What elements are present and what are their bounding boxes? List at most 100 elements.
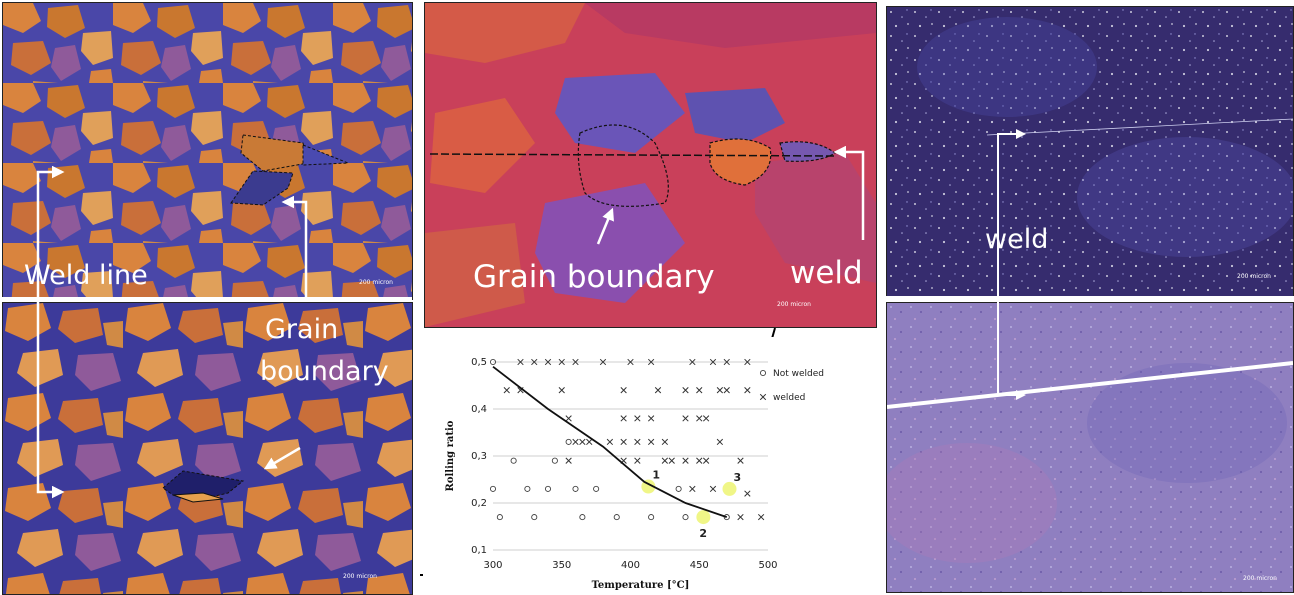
welded-point	[544, 358, 552, 366]
welded-point	[744, 387, 751, 394]
welded-point	[737, 457, 744, 464]
not-welded-point	[682, 514, 689, 521]
legend-label-welded: welded	[773, 393, 805, 403]
right-bottom-scale-bar: 200 micron	[1243, 575, 1277, 582]
right-bottom-grain-texture	[887, 303, 1293, 592]
not-welded-point	[544, 485, 552, 492]
welded-point	[620, 438, 627, 446]
not-welded-point	[593, 485, 600, 492]
not-welded-point	[489, 485, 497, 492]
center-micrograph: 200 micron	[424, 2, 877, 328]
highlight-point	[696, 510, 711, 525]
chart-svg: 0,1 0,2 0,3 0,4 0,5 300 350 400 450 500 Rolling ra…	[445, 357, 824, 591]
right-bottom-micrograph: 200 micron	[886, 302, 1294, 593]
welded-point	[689, 485, 696, 493]
welded-point	[620, 387, 627, 394]
grain-label-left: Grain	[265, 314, 339, 345]
welded-point	[647, 415, 655, 422]
welded-point	[572, 358, 579, 366]
left-top-scale-bar: 200 micron	[359, 279, 393, 286]
left-bottom-micrograph: 200 micron	[2, 302, 413, 595]
welded-point	[696, 415, 703, 422]
welded-point	[709, 358, 717, 366]
not-welded-point	[524, 485, 531, 492]
y-tick-label: 0,3	[471, 451, 487, 462]
welded-point	[689, 358, 696, 366]
highlight-point	[722, 481, 737, 496]
y-tick-label: 0,5	[471, 357, 487, 368]
not-welded-point	[675, 485, 682, 492]
welded-point	[627, 358, 634, 366]
highlight-label: 3	[734, 471, 742, 484]
welded-point	[586, 438, 593, 446]
welded-point	[579, 438, 586, 446]
welded-point	[503, 387, 510, 394]
right-divider	[886, 296, 1294, 302]
x-tick-label: 350	[552, 560, 571, 571]
not-welded-point	[572, 485, 579, 492]
welded-point	[709, 485, 717, 493]
welded-point	[634, 415, 641, 422]
weld-label-center: weld	[790, 255, 863, 291]
welded-point	[682, 387, 689, 394]
center-grain-texture	[425, 3, 876, 327]
left-divider	[2, 297, 412, 302]
not-welded-point	[565, 438, 572, 445]
highlight-label: 1	[652, 469, 660, 482]
x-axis-label: Temperature [°C]	[592, 580, 690, 591]
welded-point	[606, 438, 614, 446]
boundary-curve	[492, 365, 728, 518]
welded-point	[723, 387, 730, 394]
welded-point	[531, 358, 538, 366]
welded-point	[702, 457, 710, 464]
welded-point	[634, 457, 641, 464]
weld-label-right: weld	[985, 224, 1049, 255]
x-tick-label: 400	[621, 560, 640, 571]
welded-point	[696, 387, 703, 394]
welded-point	[565, 457, 572, 464]
left-bottom-grain-texture	[3, 303, 412, 594]
not-welded-point	[510, 457, 517, 464]
not-welded-point	[613, 514, 620, 521]
welded-point	[620, 415, 627, 422]
welded-point	[565, 415, 572, 422]
welded-point	[702, 415, 710, 422]
rolling-ratio-chart: 0,1 0,2 0,3 0,4 0,5 300 350 400 450 500 Rolling ra…	[423, 337, 876, 595]
boundary-label-left: boundary	[260, 356, 389, 387]
welded-point	[682, 415, 689, 422]
welded-point	[558, 387, 565, 394]
right-top-scale-bar: 200 micron	[1237, 273, 1271, 280]
not-welded-point	[489, 358, 497, 366]
welded-point	[716, 438, 724, 446]
y-axis-label: Rolling ratio	[445, 420, 456, 491]
left-bottom-scale-bar: 200 micron	[343, 573, 377, 580]
welded-point	[517, 358, 524, 366]
welded-point	[668, 457, 675, 464]
welded-point	[647, 358, 655, 366]
not-welded-point	[496, 514, 503, 521]
welded-point	[744, 490, 751, 497]
weld-line-label: Weld line	[24, 260, 148, 291]
welded-point	[682, 457, 689, 464]
not-welded-point	[648, 514, 655, 521]
welded-point	[661, 457, 669, 464]
welded-point	[558, 358, 565, 366]
welded-point	[757, 513, 765, 521]
welded-point	[572, 438, 579, 446]
left-top-micrograph: 200 micron	[2, 2, 413, 300]
right-top-grain-texture	[887, 7, 1293, 297]
not-welded-point	[551, 457, 558, 464]
left-top-grain-texture	[3, 3, 412, 299]
welded-point	[716, 387, 724, 394]
welded-point	[723, 358, 730, 366]
welded-point	[696, 457, 703, 464]
y-tick-label: 0,1	[471, 545, 487, 556]
legend-marker-welded	[759, 393, 767, 401]
welded-point	[647, 438, 655, 446]
x-tick-label: 300	[483, 560, 502, 571]
welded-point	[634, 438, 641, 446]
welded-point	[737, 513, 744, 521]
right-top-micrograph: 200 micron	[886, 6, 1294, 298]
y-tick-label: 0,2	[471, 498, 487, 509]
center-scale-bar: 200 micron	[777, 301, 811, 308]
